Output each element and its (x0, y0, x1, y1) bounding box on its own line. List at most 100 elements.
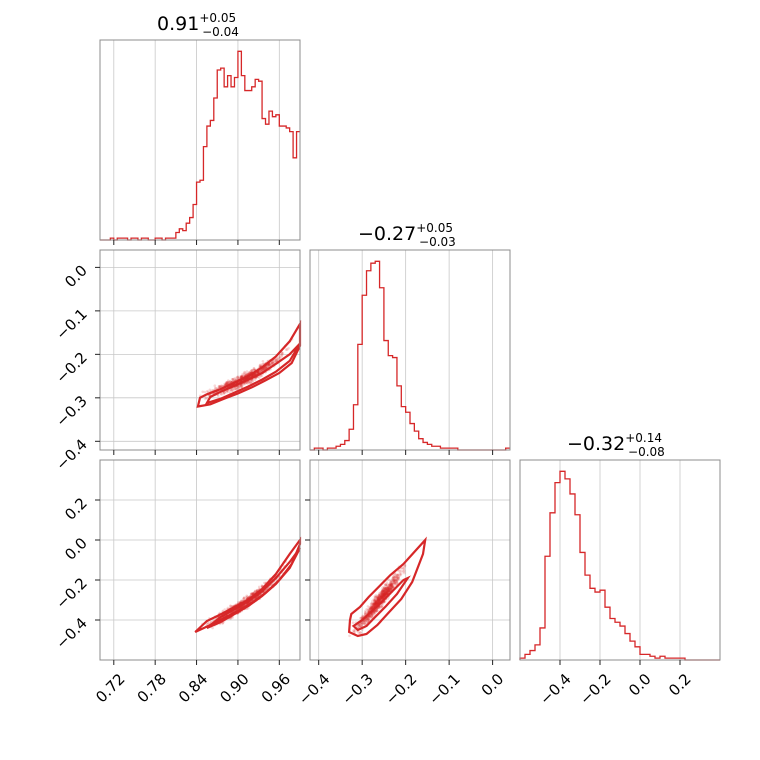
sample-point-p2-p3 (369, 616, 373, 620)
sample-point-p2-p3 (379, 594, 382, 597)
sample-point-p1-p2 (262, 367, 266, 370)
sample-point-p2-p3 (388, 583, 391, 587)
sample-point-p2-p3 (388, 582, 392, 586)
panel-frame-r1c1 (309, 249, 511, 451)
sample-point-p2-p3 (370, 606, 374, 609)
sample-point-p2-p3 (389, 582, 393, 586)
sample-point-p1-p2 (220, 393, 223, 396)
sample-scatter-layer (199, 337, 407, 638)
sample-point-p1-p2 (224, 382, 228, 385)
sample-point-p2-p3 (384, 591, 387, 595)
sample-point-p1-p2 (219, 384, 222, 388)
sample-point-p1-p2 (228, 380, 232, 383)
sample-point-p2-p3 (384, 591, 388, 595)
sample-point-p2-p3 (352, 629, 356, 632)
sample-point-p2-p3 (359, 624, 362, 627)
sample-point-p2-p3 (386, 587, 390, 591)
sample-point-p2-p3 (365, 617, 369, 621)
sample-point-p2-p3 (372, 611, 376, 615)
sample-point-p2-p3 (379, 592, 383, 595)
sample-point-p2-p3 (392, 579, 396, 583)
sample-point-p2-p3 (364, 622, 367, 626)
sample-point-p2-p3 (361, 614, 365, 618)
sample-point-p2-p3 (383, 592, 387, 595)
sample-point-p2-p3 (364, 609, 367, 613)
x-tick-label-p2: −0.4 (295, 670, 333, 708)
sample-point-p2-p3 (366, 617, 369, 620)
sample-point-p1-p2 (250, 368, 254, 372)
sample-point-p2-p3 (370, 606, 374, 609)
sample-point-p1-p2 (250, 380, 254, 383)
sample-point-p2-p3 (384, 590, 388, 593)
sample-point-p2-p3 (359, 622, 363, 626)
sample-point-p2-p3 (371, 613, 374, 616)
sample-point-p2-p3 (378, 595, 382, 599)
sample-point-p2-p3 (380, 592, 384, 596)
sample-point-p2-p3 (376, 599, 380, 602)
sample-point-p2-p3 (386, 586, 390, 590)
sample-point-p2-p3 (394, 575, 397, 579)
sample-point-p1-p2 (242, 382, 246, 386)
sample-point-p2-p3 (393, 578, 397, 582)
sample-point-p2-p3 (381, 595, 384, 598)
sample-point-p2-p3 (384, 590, 388, 594)
sample-point-p2-p3 (391, 585, 395, 589)
sample-point-p2-p3 (364, 611, 368, 614)
sample-point-p2-p3 (370, 606, 374, 610)
sample-point-p1-p2 (225, 390, 228, 394)
sample-point-p2-p3 (403, 571, 406, 575)
title-p3-upper: +0.14 (625, 431, 662, 445)
sample-point-p2-p3 (387, 586, 390, 589)
sample-point-p2-p3 (389, 581, 393, 584)
sample-point-p2-p3 (378, 599, 381, 603)
sample-point-p2-p3 (392, 579, 396, 582)
sample-point-p1-p2 (222, 392, 225, 396)
sample-point-p2-p3 (382, 594, 386, 597)
sample-point-p2-p3 (374, 601, 377, 604)
sample-point-p2-p3 (394, 583, 397, 587)
sample-point-p2-p3 (366, 617, 370, 621)
sample-point-p2-p3 (377, 595, 381, 599)
sample-point-p2-p3 (365, 617, 369, 620)
sample-point-p2-p3 (373, 612, 377, 616)
sample-point-p2-p3 (360, 621, 364, 625)
sample-point-p1-p2 (214, 387, 218, 390)
sample-point-p2-p3 (383, 589, 386, 593)
sample-point-p2-p3 (374, 601, 378, 605)
sample-point-p2-p3 (387, 589, 390, 593)
sample-point-p2-p3 (385, 586, 388, 590)
y-tick-label-p2: −0.1 (52, 305, 90, 343)
sample-point-p1-p2 (275, 359, 278, 362)
sample-point-p2-p3 (390, 588, 393, 591)
sample-point-p2-p3 (357, 625, 361, 628)
sample-point-p2-p3 (386, 588, 389, 592)
sample-point-p2-p3 (379, 594, 383, 598)
sample-point-p1-p2 (223, 382, 226, 386)
sample-point-p2-p3 (375, 601, 378, 604)
panel-frames (99, 39, 721, 661)
sample-point-p1-p2 (250, 369, 253, 372)
sample-point-p1-p2 (201, 390, 204, 394)
sample-point-p2-p3 (387, 589, 391, 593)
sample-point-p2-p3 (383, 589, 387, 593)
sample-point-p2-p3 (390, 582, 394, 586)
sample-point-p2-p3 (390, 580, 394, 584)
sample-point-p1-p3 (249, 592, 253, 596)
sample-point-p2-p3 (392, 575, 396, 578)
sample-point-p2-p3 (375, 599, 379, 603)
sample-point-p1-p2 (231, 378, 235, 381)
sample-point-p2-p3 (384, 587, 388, 590)
sample-point-p2-p3 (389, 587, 393, 590)
sample-point-p2-p3 (386, 590, 390, 593)
sample-point-p1-p3 (211, 626, 214, 630)
sample-point-p1-p2 (243, 370, 246, 374)
sample-point-p2-p3 (375, 595, 379, 599)
sample-point-p2-p3 (393, 581, 396, 584)
sample-point-p2-p3 (376, 596, 379, 600)
sample-point-p1-p2 (231, 378, 235, 381)
sample-point-p2-p3 (394, 573, 398, 577)
sample-point-p2-p3 (370, 613, 374, 616)
sample-point-p2-p3 (383, 593, 387, 597)
sample-point-p2-p3 (374, 600, 378, 604)
sample-point-p2-p3 (385, 581, 389, 584)
